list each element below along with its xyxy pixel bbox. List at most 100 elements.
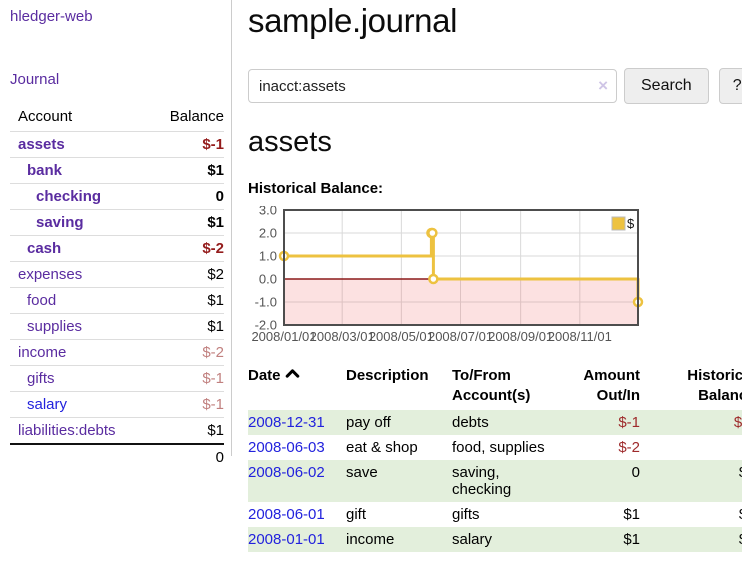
column-header-date[interactable]: Date	[248, 365, 346, 410]
account-name-cell: income	[10, 339, 152, 366]
search-box: ×	[248, 69, 617, 103]
register-row: 2008-06-01 gift gifts $1 $2	[248, 502, 742, 527]
accounts-table: Account Balance assets $-1 bank $1 checking 0…	[10, 105, 224, 470]
column-header-date-label: Date	[248, 367, 281, 384]
register-row: 2008-06-03 eat & shop food, supplies $-2 0	[248, 435, 742, 460]
app-window: hledger-web Journal Account Balance asse…	[0, 0, 742, 552]
transaction-description-cell: income	[346, 531, 395, 548]
account-row: assets $-1	[10, 131, 224, 158]
account-balance: $-2	[151, 339, 224, 366]
transaction-accounts-cell: gifts	[452, 506, 480, 523]
account-balance: $-1	[151, 391, 224, 418]
transaction-date-cell: 2008-06-02	[248, 460, 346, 502]
account-link[interactable]: food	[27, 292, 57, 309]
transaction-date-link[interactable]: 2008-01-01	[248, 531, 325, 548]
sort-ascending-icon	[285, 369, 299, 378]
help-button[interactable]: ?	[718, 68, 742, 104]
transaction-date-cell: 2008-12-31	[248, 410, 346, 435]
account-link[interactable]: saving	[36, 214, 84, 231]
transaction-accounts-cell: debts	[452, 414, 489, 431]
account-link[interactable]: liabilities:debts	[18, 422, 116, 439]
legend-label: $	[627, 216, 635, 231]
account-balance: $1	[151, 209, 224, 236]
account-link[interactable]: supplies	[27, 318, 83, 335]
transaction-description-cell: eat & shop	[346, 439, 418, 456]
account-link[interactable]: bank	[27, 162, 63, 179]
transaction-balance-cell: $2	[648, 502, 742, 527]
account-link[interactable]: checking	[36, 188, 102, 205]
transaction-balance-cell: $2	[648, 460, 742, 502]
transaction-balance-cell: $-1	[733, 414, 742, 431]
register-row: 2008-12-31 pay off debts $-1 $-1	[248, 410, 742, 435]
transaction-description-cell: save	[346, 464, 378, 481]
app-title-link[interactable]: hledger-web	[10, 8, 93, 25]
column-header-description: Description	[346, 367, 429, 384]
column-header-accounts: To/From Account(s)	[452, 367, 531, 404]
x-tick-label: 2008/09/01	[488, 329, 553, 344]
chart-title: Historical Balance:	[248, 180, 384, 197]
account-row: supplies $1	[10, 313, 224, 340]
account-balance: 0	[151, 183, 224, 210]
account-link[interactable]: income	[18, 344, 67, 361]
transaction-accounts-cell: saving, checking	[452, 464, 512, 498]
search-input[interactable]	[248, 69, 617, 103]
clear-search-icon[interactable]: ×	[598, 76, 608, 95]
transaction-date-cell: 2008-06-01	[248, 502, 346, 527]
transaction-amount-cell: 0	[631, 464, 640, 481]
transaction-amount-cell: $1	[623, 506, 640, 523]
x-tick-label: 2008/03/01	[310, 329, 375, 344]
account-link[interactable]: expenses	[18, 266, 83, 283]
account-balance: $1	[151, 417, 224, 445]
account-row: bank $1	[10, 157, 224, 184]
account-row: salary $-1	[10, 391, 224, 418]
account-heading: assets	[248, 126, 332, 158]
accounts-header-balance: Balance	[151, 105, 224, 132]
transaction-description-cell: gift	[346, 506, 367, 523]
account-link[interactable]: cash	[27, 240, 62, 257]
transaction-date-link[interactable]: 2008-06-02	[248, 464, 325, 481]
balance-chart: $3.0 2.0 1.0 0.0 -1.0 -2.0 2008/01/01 2008/03/0…	[248, 206, 742, 347]
transaction-date-link[interactable]: 2008-06-01	[248, 506, 325, 523]
transaction-date-link[interactable]: 2008-06-03	[248, 439, 325, 456]
journal-nav-link[interactable]: Journal	[10, 71, 60, 88]
register-table: Date Description To/From Account(s) Amou…	[248, 365, 742, 552]
transaction-amount-cell: $1	[623, 531, 640, 548]
account-row: food $1	[10, 287, 224, 314]
legend-swatch	[611, 216, 626, 231]
accounts-header-account: Account	[10, 105, 152, 132]
transaction-amount-cell: $-2	[618, 439, 640, 456]
accounts-total-spacer	[10, 443, 152, 470]
y-tick-label: 1.0	[259, 249, 277, 264]
account-link[interactable]: gifts	[27, 370, 55, 387]
account-name-cell: assets	[10, 131, 152, 158]
account-name-cell: saving	[10, 209, 152, 236]
x-tick-label: 2008/11/01	[548, 329, 612, 344]
account-balance: $1	[151, 157, 224, 184]
transaction-accounts-cell: food, supplies	[452, 439, 545, 456]
transaction-amount-cell: $-1	[618, 414, 640, 431]
page-title: sample.journal	[248, 2, 458, 39]
sidebar: hledger-web Journal Account Balance asse…	[0, 0, 232, 470]
account-name-cell: salary	[10, 391, 152, 418]
accounts-total-row: 0	[10, 443, 224, 470]
account-balance: $2	[151, 261, 224, 288]
account-name-cell: checking	[10, 183, 152, 210]
balance-chart-svg: $3.0 2.0 1.0 0.0 -1.0 -2.02008/01/012008/03/0…	[251, 206, 644, 344]
account-name-cell: cash	[10, 235, 152, 262]
account-link[interactable]: salary	[27, 396, 68, 413]
account-link[interactable]: assets	[18, 136, 65, 153]
account-name-cell: food	[10, 287, 152, 314]
search-button[interactable]: Search	[624, 68, 709, 104]
transaction-date-link[interactable]: 2008-12-31	[248, 414, 325, 431]
x-tick-label: 2008/01/01	[251, 329, 316, 344]
account-name-cell: liabilities:debts	[10, 417, 152, 445]
register-row: 2008-01-01 income salary $1 $1	[248, 527, 742, 552]
account-name-cell: supplies	[10, 313, 152, 340]
y-tick-label: 3.0	[259, 206, 277, 218]
x-tick-label: 2008/07/01	[428, 329, 493, 344]
column-header-amount: Amount Out/In	[583, 367, 640, 404]
transaction-balance-cell: $1	[648, 527, 742, 552]
y-tick-label: -1.0	[255, 295, 277, 310]
transaction-date-cell: 2008-06-03	[248, 435, 346, 460]
column-header-balance: Historical Balance	[687, 367, 742, 404]
